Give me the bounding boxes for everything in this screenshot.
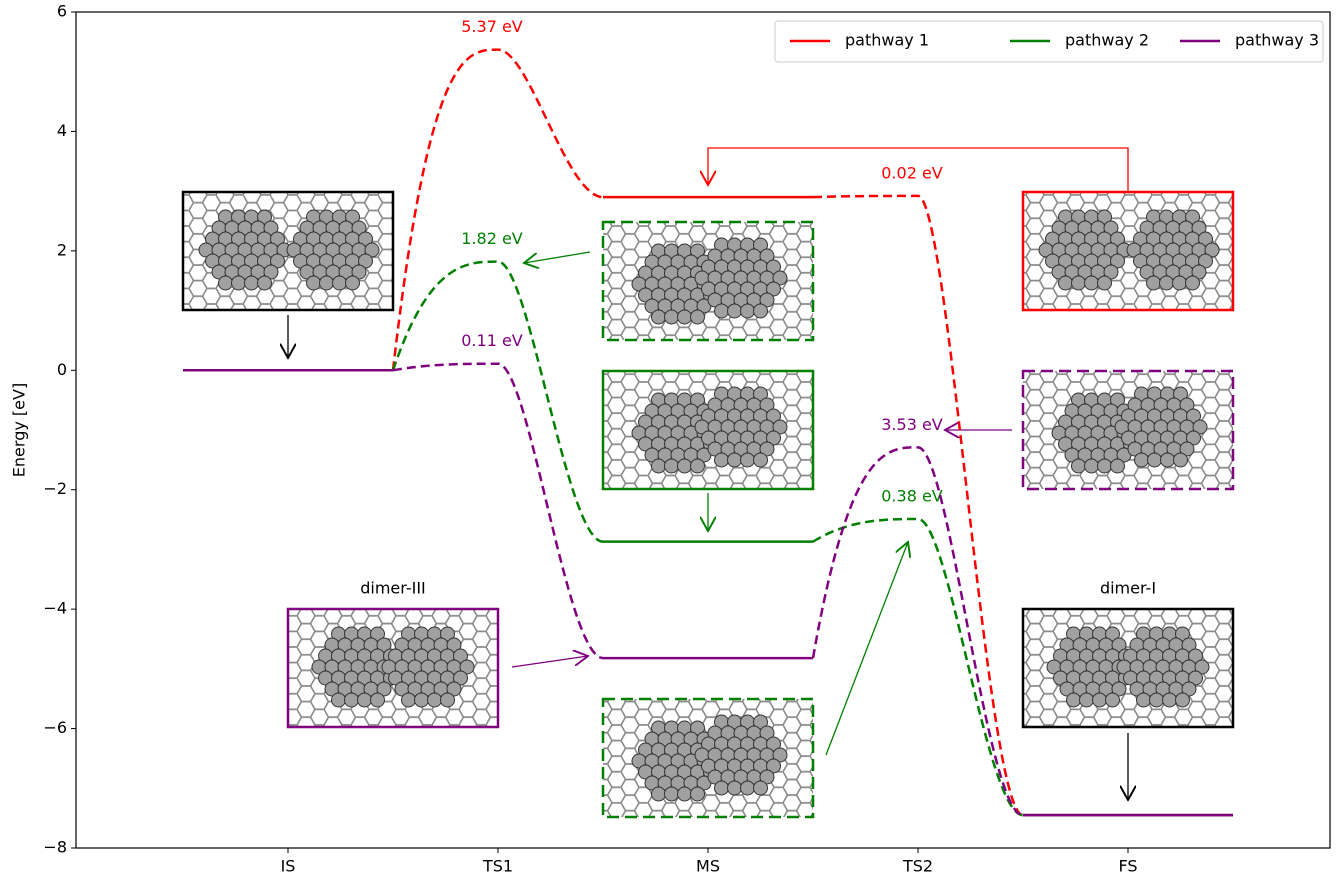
transition-curve: [813, 196, 1023, 815]
x-tick-label: MS: [696, 857, 720, 876]
y-tick-label: −6: [43, 718, 67, 737]
atom: [332, 693, 346, 707]
y-axis-label: Energy [eV]: [10, 383, 29, 477]
atom: [1085, 276, 1099, 290]
atom: [728, 304, 742, 318]
chart: Energy [eV] dimer-III dimer-I −8 −6 −4 −2 0 2…: [0, 0, 1341, 877]
atom: [741, 781, 755, 795]
x-tick-label: IS: [281, 857, 296, 876]
atom: [1135, 453, 1149, 467]
atom: [1161, 453, 1175, 467]
atom: [665, 310, 679, 324]
atom: [678, 787, 692, 801]
x-tick-label: FS: [1118, 857, 1137, 876]
atom: [715, 781, 729, 795]
atom: [754, 781, 768, 795]
y-tick-label: −4: [43, 599, 67, 618]
transition-curve: [393, 50, 603, 371]
atom: [678, 459, 692, 473]
atom: [741, 304, 755, 318]
atom: [258, 276, 272, 290]
arrow: [512, 656, 588, 667]
atom: [1085, 459, 1099, 473]
atom: [345, 693, 359, 707]
legend-label: pathway 3: [1235, 31, 1319, 50]
atom: [754, 453, 768, 467]
atom: [346, 276, 360, 290]
atom: [1067, 693, 1081, 707]
barrier-label: 0.02 eV: [881, 163, 943, 182]
atom: [1148, 453, 1162, 467]
atom: [441, 693, 455, 707]
atom: [691, 459, 705, 473]
atom: [402, 693, 416, 707]
atom: [691, 310, 705, 324]
atom: [415, 693, 429, 707]
atom: [1072, 276, 1086, 290]
atom: [652, 787, 666, 801]
atom: [1072, 459, 1086, 473]
arrow: [826, 542, 908, 755]
y-tick-label: 2: [57, 240, 67, 259]
barrier-label: 0.38 eV: [881, 486, 943, 505]
structure-label: dimer-I: [1100, 579, 1156, 598]
y-tick-label: 4: [57, 121, 67, 140]
atom: [1150, 693, 1164, 707]
atom: [307, 276, 321, 290]
atom: [665, 787, 679, 801]
legend-label: pathway 2: [1065, 31, 1149, 50]
x-tick-label: TS1: [482, 857, 513, 876]
barrier-label: 5.37 eV: [461, 17, 523, 36]
atom: [1176, 693, 1190, 707]
atom: [1186, 276, 1200, 290]
atom: [1174, 453, 1188, 467]
atom: [691, 787, 705, 801]
atom: [1059, 276, 1073, 290]
atom: [678, 310, 692, 324]
atom: [1173, 276, 1187, 290]
atom: [728, 781, 742, 795]
legend-label: pathway 1: [845, 31, 929, 50]
atom: [232, 276, 246, 290]
atom: [1160, 276, 1174, 290]
atom: [1137, 693, 1151, 707]
structure-label: dimer-III: [360, 579, 426, 598]
atom: [741, 453, 755, 467]
atom: [652, 310, 666, 324]
atom: [428, 693, 442, 707]
atom: [754, 304, 768, 318]
atom: [1080, 693, 1094, 707]
atom: [1098, 276, 1112, 290]
atom: [652, 459, 666, 473]
arrow: [524, 252, 590, 263]
atom: [333, 276, 347, 290]
atom: [1098, 459, 1112, 473]
y-tick-label: −8: [43, 838, 67, 857]
atom: [1093, 693, 1107, 707]
x-tick-label: TS2: [902, 857, 933, 876]
y-tick-label: 6: [57, 2, 67, 21]
atom: [1111, 459, 1125, 473]
transition-curve: [813, 519, 1023, 815]
atom: [665, 459, 679, 473]
y-tick-label: 0: [57, 360, 67, 379]
atom: [715, 453, 729, 467]
atom: [1163, 693, 1177, 707]
barrier-label: 3.53 eV: [881, 415, 943, 434]
atom: [358, 693, 372, 707]
atom: [371, 693, 385, 707]
barrier-label: 0.11 eV: [461, 331, 523, 350]
atom: [245, 276, 259, 290]
atom: [1106, 693, 1120, 707]
atom: [715, 304, 729, 318]
atom: [219, 276, 233, 290]
atom: [320, 276, 334, 290]
barrier-label: 1.82 eV: [461, 229, 523, 248]
y-tick-label: −2: [43, 479, 67, 498]
atom: [1147, 276, 1161, 290]
transition-curve: [393, 262, 603, 542]
atom: [728, 453, 742, 467]
page: Energy [eV] dimer-III dimer-I −8 −6 −4 −2 0 2…: [0, 0, 1341, 877]
